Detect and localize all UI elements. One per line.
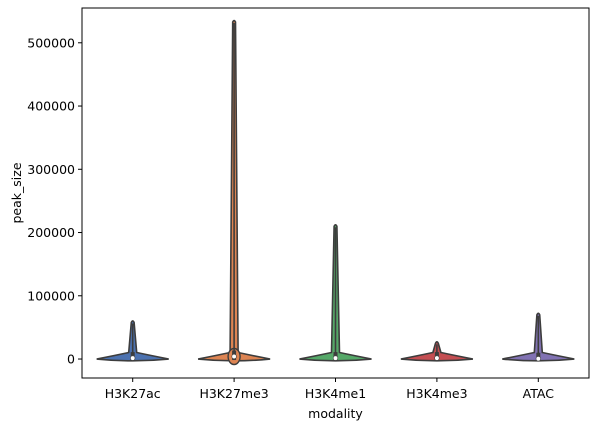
x-axis-label: modality bbox=[308, 406, 363, 421]
x-tick-label: ATAC bbox=[523, 386, 555, 401]
y-tick-label: 500000 bbox=[27, 35, 75, 50]
violin-H3K4me3 bbox=[400, 341, 474, 362]
y-axis-label: peak_size bbox=[9, 162, 24, 223]
violin-H3K4me1 bbox=[299, 224, 372, 362]
median-marker bbox=[434, 355, 440, 361]
violin-H3K27ac bbox=[96, 320, 169, 362]
median-marker bbox=[130, 355, 136, 361]
violin-H3K27me3 bbox=[197, 19, 271, 366]
y-tick-label: 0 bbox=[67, 352, 75, 367]
y-tick-label: 300000 bbox=[27, 162, 75, 177]
violins bbox=[96, 19, 575, 366]
median-marker bbox=[231, 353, 237, 360]
y-tick-label: 400000 bbox=[27, 99, 75, 114]
y-tick-label: 100000 bbox=[27, 288, 75, 303]
y-tick-label: 200000 bbox=[27, 225, 75, 240]
x-tick-label: H3K4me1 bbox=[305, 386, 366, 401]
ticks: 0 100000 200000 300000 400000 500000 H3K27ac H3… bbox=[27, 35, 554, 401]
median-marker bbox=[332, 355, 339, 361]
median-marker bbox=[535, 356, 541, 362]
x-tick-label: H3K4me3 bbox=[406, 386, 467, 401]
x-tick-label: H3K27ac bbox=[105, 386, 161, 401]
violin-ATAC bbox=[502, 312, 575, 362]
x-tick-label: H3K27me3 bbox=[199, 386, 268, 401]
